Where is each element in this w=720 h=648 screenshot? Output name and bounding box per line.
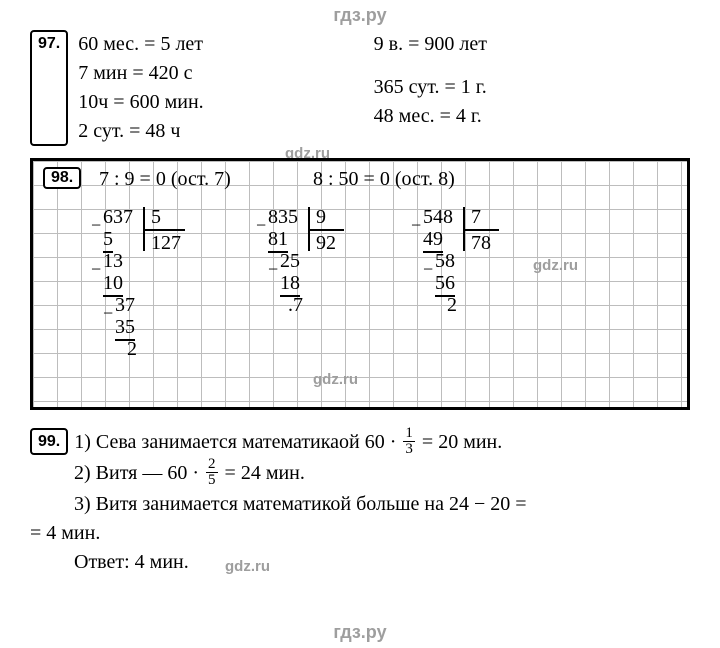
- p97-row: 9 в. = 900 лет: [374, 30, 487, 59]
- minus-sign: −: [411, 215, 421, 236]
- problem-number-97: 97.: [30, 30, 68, 146]
- p99-line3: 3) Витя занимается математикой больше на…: [30, 490, 690, 519]
- problem-number-98: 98.: [43, 167, 81, 189]
- p97-row: 10ч = 600 мин.: [78, 88, 203, 117]
- minus-sign: −: [103, 303, 113, 324]
- divisor: 9: [316, 205, 326, 229]
- fraction: 25: [206, 457, 218, 488]
- quotient: 78: [471, 231, 491, 255]
- p98-line1a: 7 : 9 = 0 (ост. 7): [99, 167, 231, 191]
- p99-line2: 2) Витя — 60 · 25 = 24 мин.: [30, 459, 690, 490]
- step-val: 13: [103, 249, 123, 273]
- p97-row: 7 мин = 420 с: [78, 59, 203, 88]
- p98-line1b: 8 : 50 = 0 (ост. 8): [313, 167, 455, 191]
- fraction: 13: [403, 426, 415, 457]
- p97-row: 60 мес. = 5 лет: [78, 30, 203, 59]
- step-val: .7: [288, 293, 303, 317]
- p99-answer: Ответ: 4 мин.: [30, 548, 690, 577]
- p97-row: 365 сут. = 1 г.: [374, 73, 487, 102]
- p99-line1: 99.1) Сева занимается математикаой 60 · …: [30, 428, 690, 459]
- step-val: 2: [127, 337, 137, 361]
- problem-99: 99.1) Сева занимается математикаой 60 · …: [30, 428, 690, 577]
- step-val: 58: [435, 249, 455, 273]
- p97-row: 48 мес. = 4 г.: [374, 102, 487, 131]
- p97-left-column: 60 мес. = 5 лет 7 мин = 420 с 10ч = 600 …: [78, 30, 203, 146]
- p97-row: 2 сут. = 48 ч: [78, 117, 203, 146]
- inline-watermark: gdz.ru: [225, 558, 270, 575]
- p97-right-column: 9 в. = 900 лет 365 сут. = 1 г. 48 мес. =…: [374, 30, 487, 146]
- dividend: 835: [268, 205, 298, 229]
- step-val: 37: [115, 293, 135, 317]
- minus-sign: −: [256, 215, 266, 236]
- problem-number-99: 99.: [30, 428, 68, 455]
- minus-sign: −: [423, 259, 433, 280]
- quotient: 127: [151, 231, 181, 255]
- divisor: 5: [151, 205, 161, 229]
- step-val: 2: [447, 293, 457, 317]
- dividend: 548: [423, 205, 453, 229]
- inline-watermark: gdz.ru: [533, 257, 578, 274]
- dividend: 637: [103, 205, 133, 229]
- p99-line4: = 4 мин.: [30, 519, 690, 548]
- minus-sign: −: [268, 259, 278, 280]
- page-content: 97. 60 мес. = 5 лет 7 мин = 420 с 10ч = …: [0, 0, 720, 587]
- problem-98-box: 98. 7 : 9 = 0 (ост. 7) 8 : 50 = 0 (ост. …: [30, 158, 690, 410]
- inline-watermark: gdz.ru: [313, 371, 358, 388]
- footer-watermark: гдз.ру: [333, 622, 386, 643]
- quotient: 92: [316, 231, 336, 255]
- problem-97: 97. 60 мес. = 5 лет 7 мин = 420 с 10ч = …: [30, 30, 690, 146]
- divisor: 7: [471, 205, 481, 229]
- minus-sign: −: [91, 215, 101, 236]
- step-val: 25: [280, 249, 300, 273]
- minus-sign: −: [91, 259, 101, 280]
